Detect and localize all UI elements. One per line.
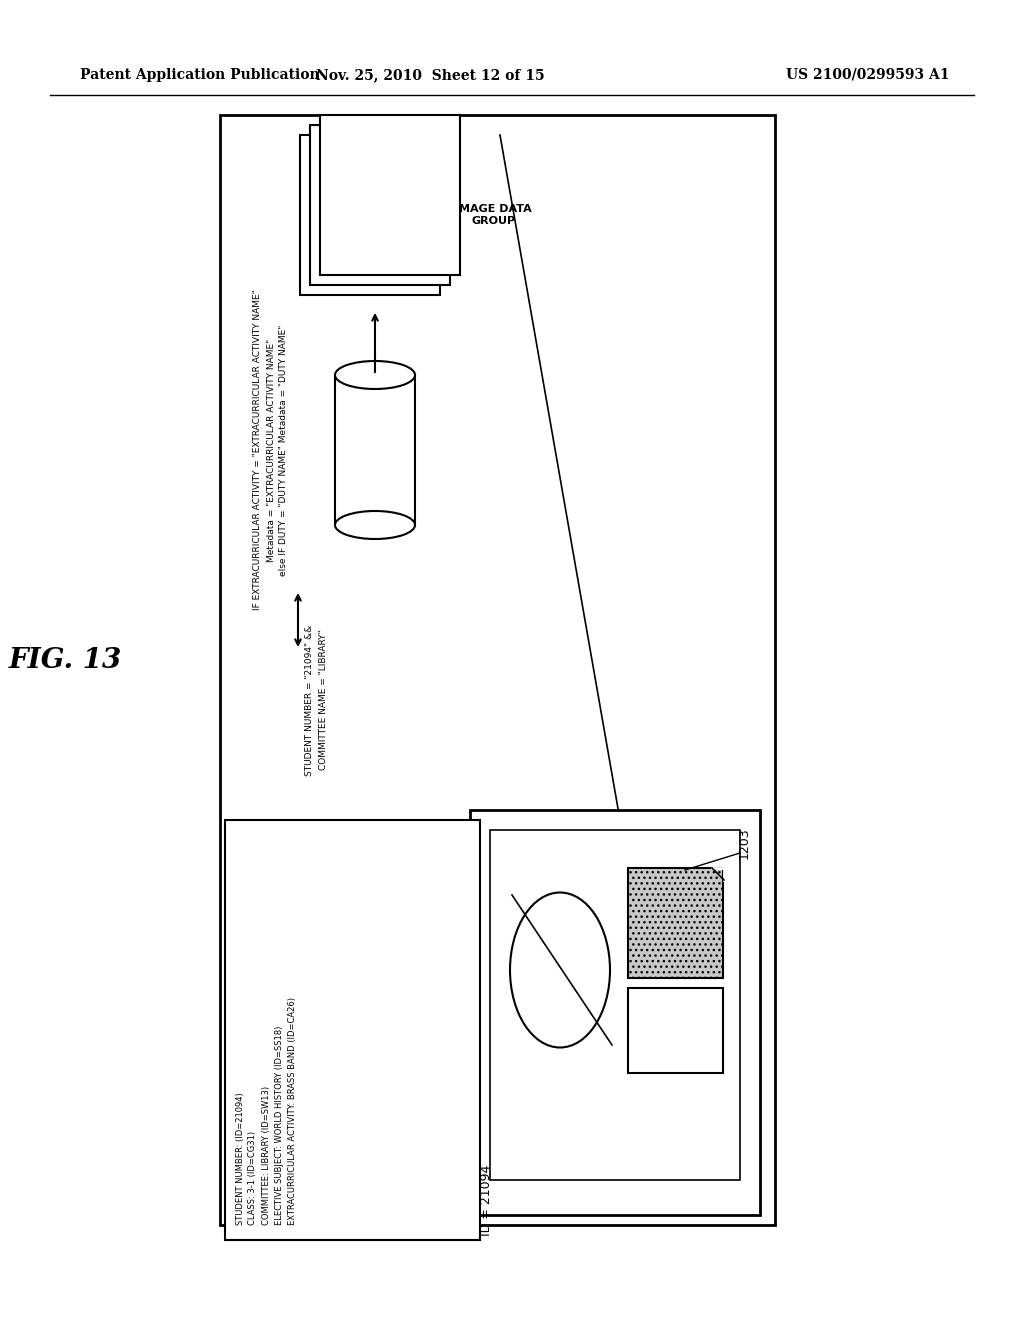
Bar [628,987,723,1073]
Text: Nov. 25, 2010  Sheet 12 of 15: Nov. 25, 2010 Sheet 12 of 15 [315,69,545,82]
Text: 1203: 1203 [738,828,751,859]
Ellipse shape [510,892,610,1048]
Bar [220,115,775,1225]
Text: EXTRACURRICULAR ACTIVITY: BRASS BAND (ID=CA26): EXTRACURRICULAR ACTIVITY: BRASS BAND (ID… [288,997,297,1225]
Text: Patent Application Publication: Patent Application Publication [80,69,319,82]
Text: US 2100/0299593 A1: US 2100/0299593 A1 [786,69,950,82]
Text: COMMITTEE NAME = "LIBRARY": COMMITTEE NAME = "LIBRARY" [318,630,328,771]
Ellipse shape [335,511,415,539]
Text: STUDENT NUMBER: (ID=21094): STUDENT NUMBER: (ID=21094) [236,1092,245,1225]
Text: CLASS: 3-1 (ID=CG31): CLASS: 3-1 (ID=CG31) [249,1131,257,1225]
Ellipse shape [335,360,415,389]
Text: STUDENT NUMBER = "21094" &&: STUDENT NUMBER = "21094" && [305,624,314,776]
Text: IMAGE DATA
GROUP: IMAGE DATA GROUP [455,205,531,226]
Bar [310,125,450,285]
Bar [628,869,723,978]
Bar [300,135,440,294]
Text: else IF DUTY = "DUTY NAME" Metadata = "DUTY NAME": else IF DUTY = "DUTY NAME" Metadata = "D… [280,325,289,576]
Bar [335,375,415,525]
Text: IF EXTRACURRICULAR ACTIVITY = "EXTRACURRICULAR ACTIVITY NAME": IF EXTRACURRICULAR ACTIVITY = "EXTRACURR… [254,289,262,610]
Text: COMMITTEE: LIBRARY (ID=SW13): COMMITTEE: LIBRARY (ID=SW13) [261,1086,270,1225]
Bar [470,810,760,1214]
Text: FIG. 13: FIG. 13 [8,647,122,673]
Bar [319,115,460,275]
Text: Metadata = "EXTRACURRICULAR ACTIVITY NAME": Metadata = "EXTRACURRICULAR ACTIVITY NAM… [266,338,275,561]
Bar [225,820,480,1239]
Text: ELECTIVE SUBJECT: WORLD HISTORY (ID=SS18): ELECTIVE SUBJECT: WORLD HISTORY (ID=SS18… [274,1026,284,1225]
Bar [490,830,740,1180]
Text: ID = 21094: ID = 21094 [480,1164,493,1236]
